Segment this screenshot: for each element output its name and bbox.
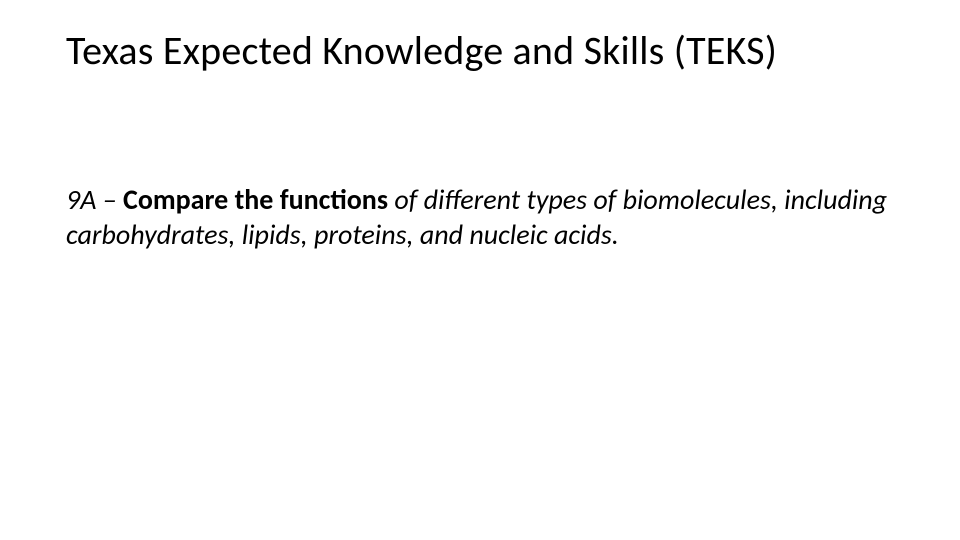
slide: Texas Expected Knowledge and Skills (TEK… bbox=[0, 0, 960, 540]
slide-title: Texas Expected Knowledge and Skills (TEK… bbox=[66, 28, 777, 74]
standard-bold-phrase: Compare the functions bbox=[123, 182, 388, 217]
standard-code: 9A – bbox=[66, 182, 123, 217]
slide-body: 9A – Compare the functions of different … bbox=[66, 182, 896, 252]
